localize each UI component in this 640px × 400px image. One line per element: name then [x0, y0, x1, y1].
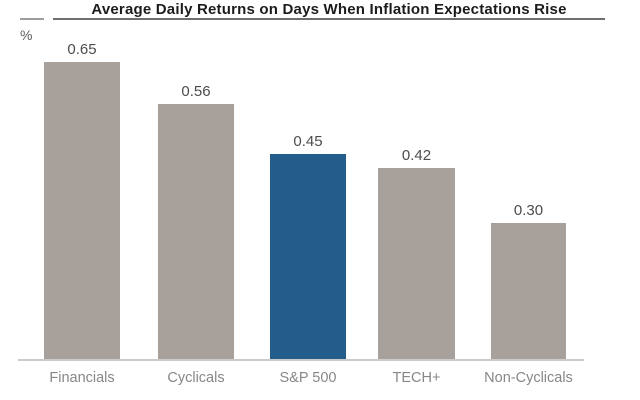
bar-non-cyclicals: [491, 223, 566, 360]
bar-cyclicals: [158, 104, 234, 360]
title-underline: [53, 18, 605, 20]
bar-value-label-tech: 0.42: [401, 147, 432, 164]
bar-financials: [44, 62, 120, 360]
category-label-tech: TECH+: [392, 370, 441, 386]
chart-title: Average Daily Returns on Days When Infla…: [91, 1, 567, 18]
bar-value-label-financials: 0.65: [67, 41, 97, 58]
category-label-cyclicals: Cyclicals: [167, 370, 225, 386]
y-axis-unit-label: %: [20, 27, 33, 43]
category-label-non-cyclicals: Non-Cyclicals: [484, 370, 573, 386]
x-axis-line: [18, 359, 584, 361]
bar-tech: [378, 168, 455, 360]
header-left-rule: [20, 18, 44, 20]
bar-value-label-s-p-500: 0.45: [293, 133, 323, 150]
bar-value-label-non-cyclicals: 0.30: [513, 202, 544, 219]
bar-s-p-500: [270, 154, 346, 360]
category-label-financials: Financials: [49, 370, 115, 386]
category-label-s-p-500: S&P 500: [279, 370, 337, 386]
bar-value-label-cyclicals: 0.56: [181, 83, 211, 100]
